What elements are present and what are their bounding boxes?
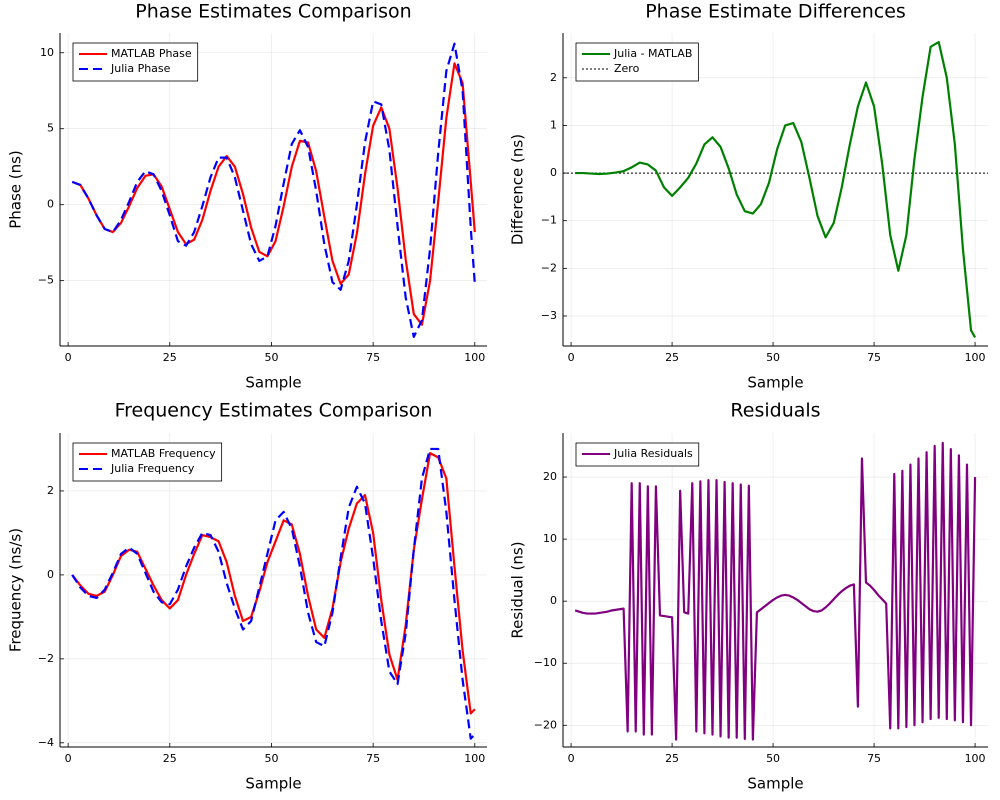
series-line	[71, 447, 476, 740]
subplot-title: Residuals	[730, 400, 820, 422]
y-tick-label: −10	[534, 656, 557, 669]
x-tick-label: 100	[965, 752, 986, 765]
y-tick-label: 0	[47, 198, 54, 211]
y-tick-label: 2	[550, 71, 557, 84]
y-tick-label: −5	[38, 274, 54, 287]
x-tick-label: 50	[264, 752, 278, 765]
x-axis-label: Sample	[245, 775, 301, 793]
y-tick-label: 10	[40, 46, 54, 59]
x-tick-label: 50	[766, 752, 780, 765]
subplot-title: Frequency Estimates Comparison	[115, 400, 433, 422]
x-tick-label: 25	[163, 752, 177, 765]
subplot: Frequency Estimates Comparison Sample Freq…	[7, 400, 487, 793]
subplot-title: Phase Estimates Comparison	[135, 1, 411, 23]
y-tick-label: −2	[541, 261, 557, 274]
legend-label: Zero	[614, 62, 640, 75]
series-line	[574, 441, 977, 741]
y-tick-label: 0	[550, 594, 557, 607]
series-line	[71, 42, 476, 338]
x-tick-label: 75	[867, 752, 881, 765]
legend-box	[72, 442, 223, 482]
series-line	[71, 452, 476, 715]
legend-label: Julia Frequency	[110, 462, 195, 475]
y-axis-label: Residual (ns)	[509, 541, 527, 638]
legend-box	[575, 42, 699, 82]
series-line	[71, 62, 476, 326]
x-tick-label: 25	[665, 351, 679, 364]
legend-box	[575, 442, 700, 467]
legend-label: Julia Phase	[110, 62, 171, 75]
x-axis-label: Sample	[747, 374, 803, 392]
x-tick-label: 50	[264, 351, 278, 364]
y-tick-label: −3	[541, 309, 557, 322]
y-tick-label: −20	[534, 718, 557, 731]
x-tick-label: 100	[965, 351, 986, 364]
legend: MATLAB Frequency Julia Frequency	[72, 442, 223, 482]
y-axis-label: Difference (ns)	[509, 134, 527, 245]
series-line	[575, 40, 977, 338]
legend-box	[72, 42, 199, 82]
x-tick-label: 25	[665, 752, 679, 765]
x-axis-label: Sample	[245, 374, 301, 392]
legend-label: Julia Residuals	[613, 447, 693, 460]
x-axis-label: Sample	[747, 775, 803, 793]
subplot: Phase Estimates Comparison Sample Phase (n…	[7, 1, 487, 392]
y-tick-label: 1	[550, 118, 557, 131]
legend-label: MATLAB Phase	[111, 47, 192, 60]
y-tick-label: −1	[541, 214, 557, 227]
x-tick-label: 0	[65, 351, 72, 364]
x-tick-label: 100	[464, 351, 485, 364]
y-axis-label: Frequency (ns/s)	[7, 528, 25, 652]
x-tick-label: 50	[766, 351, 780, 364]
legend-label: MATLAB Frequency	[111, 447, 216, 460]
x-tick-label: 75	[366, 351, 380, 364]
x-tick-label: 25	[163, 351, 177, 364]
legend: Julia - MATLAB Zero	[575, 42, 699, 82]
y-tick-label: 5	[47, 122, 54, 135]
legend: Julia Residuals	[575, 442, 700, 467]
x-tick-label: 75	[366, 752, 380, 765]
x-tick-label: 0	[568, 351, 575, 364]
x-tick-label: 0	[568, 752, 575, 765]
y-tick-label: 20	[543, 470, 557, 483]
legend-label: Julia - MATLAB	[613, 47, 692, 60]
subplot: Phase Estimate Differences Sample Differen…	[509, 1, 988, 392]
x-tick-label: 75	[867, 351, 881, 364]
y-tick-label: 0	[550, 166, 557, 179]
legend: MATLAB Phase Julia Phase	[72, 42, 199, 82]
y-tick-label: 0	[47, 568, 54, 581]
y-axis-label: Phase (ns)	[7, 150, 25, 229]
y-tick-label: −4	[38, 736, 54, 749]
x-tick-label: 100	[464, 752, 485, 765]
y-tick-label: −2	[38, 652, 54, 665]
y-tick-label: 2	[47, 484, 54, 497]
subplot-title: Phase Estimate Differences	[645, 1, 906, 23]
x-tick-label: 0	[65, 752, 72, 765]
y-tick-label: 10	[543, 532, 557, 545]
